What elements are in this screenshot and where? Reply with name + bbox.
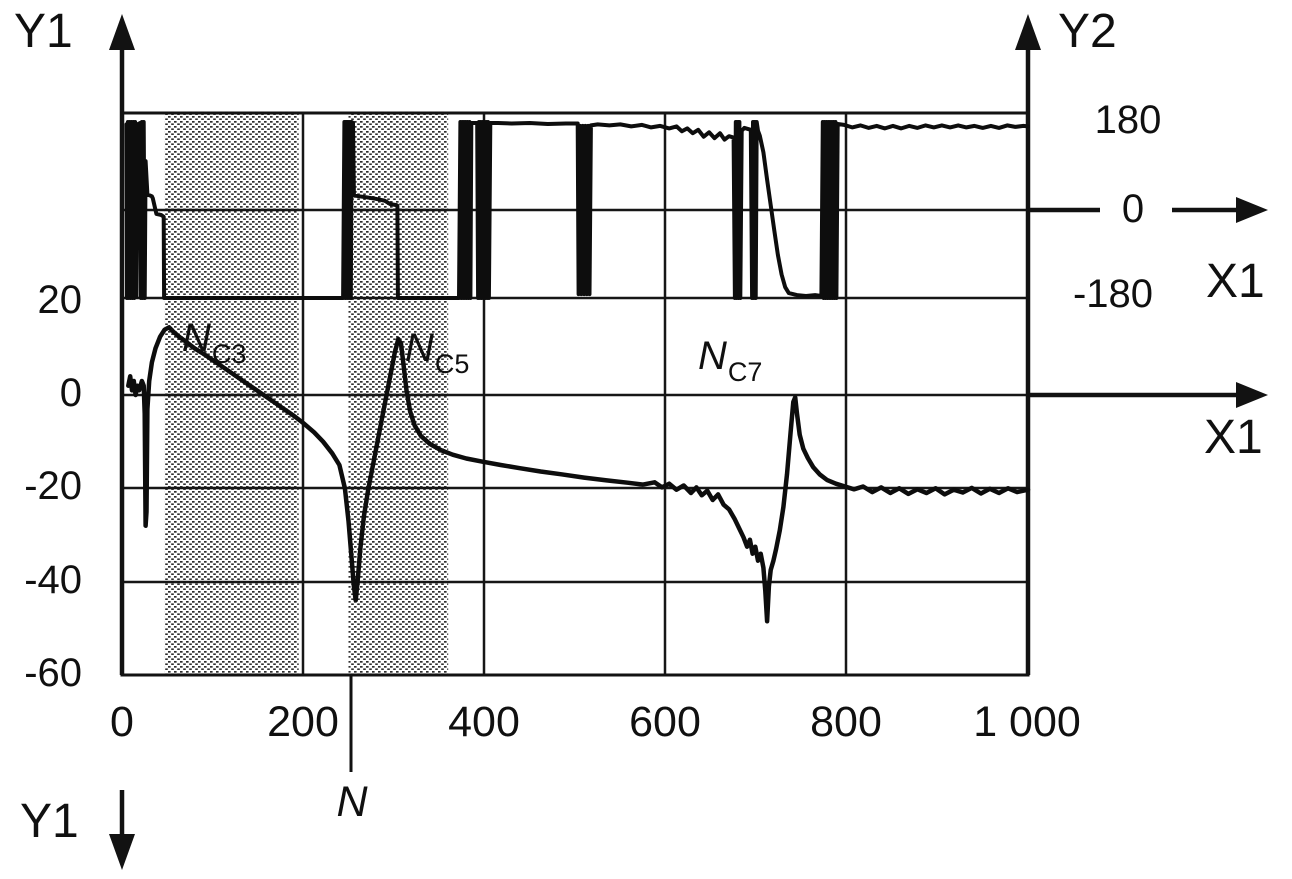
x1-axis-title-lower: X1	[1204, 411, 1263, 464]
y1-tick-n40: -40	[24, 558, 82, 602]
annotation-nc3: NC3	[182, 316, 246, 369]
y1-axis-title-bottom: Y1	[20, 795, 79, 848]
series-phase-y2	[124, 120, 1030, 300]
y2-axis-title: Y2	[1058, 5, 1117, 58]
x1-phase-arrowhead	[1236, 197, 1268, 223]
x-tick-0: 0	[110, 698, 134, 746]
series-magnitude-y1	[126, 325, 1031, 624]
y2-up-arrowhead	[1015, 14, 1041, 50]
annotation-nc5: NC5	[405, 326, 469, 379]
y2-tick-n180: -180	[1072, 272, 1154, 316]
y2-tick-180: 180	[1094, 98, 1162, 142]
y1-tick-0: 0	[59, 371, 82, 415]
annotation-nc7-main: N	[698, 334, 727, 378]
y1-tick-20: 20	[37, 278, 83, 322]
y1-tick-n20: -20	[24, 464, 82, 508]
x1-mag-arrowhead	[1236, 382, 1268, 408]
curves	[124, 120, 1031, 624]
x-tick-1000: 1 000	[973, 698, 1081, 746]
n-marker-label: N	[336, 778, 368, 826]
y1-up-arrowhead	[109, 14, 135, 50]
y1-tick-n60: -60	[24, 651, 82, 695]
x-tick-800: 800	[810, 698, 882, 746]
axis-lines	[119, 42, 1244, 844]
annotation-nc3-sub: C3	[211, 339, 247, 369]
arrowheads	[109, 14, 1268, 870]
x-tick-200: 200	[267, 698, 339, 746]
x-tick-400: 400	[448, 698, 520, 746]
y2-tick-0: 0	[1121, 187, 1145, 231]
y1-down-arrowhead	[109, 834, 135, 870]
annotation-nc3-main: N	[182, 316, 211, 360]
x1-axis-title-upper: X1	[1206, 255, 1265, 308]
annotation-nc5-main: N	[405, 326, 434, 370]
annotation-nc7-sub: C7	[727, 357, 763, 387]
y1-axis-title-top: Y1	[14, 5, 73, 58]
x-tick-600: 600	[629, 698, 701, 746]
annotation-nc5-sub: C5	[434, 349, 470, 379]
annotation-nc7: NC7	[698, 334, 762, 387]
